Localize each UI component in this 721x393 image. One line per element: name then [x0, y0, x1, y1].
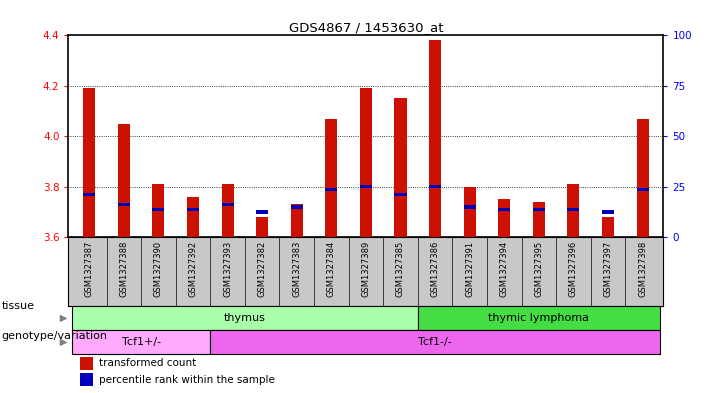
Bar — [187, 197, 199, 237]
Text: GSM1327391: GSM1327391 — [465, 241, 474, 297]
Bar — [567, 184, 580, 237]
Title: GDS4867 / 1453630_at: GDS4867 / 1453630_at — [288, 21, 443, 34]
Bar — [394, 193, 407, 196]
Bar — [360, 185, 372, 188]
Bar — [325, 187, 337, 191]
Text: GSM1327398: GSM1327398 — [638, 241, 647, 297]
Bar — [498, 208, 510, 211]
Bar — [417, 307, 660, 331]
Text: GSM1327395: GSM1327395 — [534, 241, 544, 297]
Text: GSM1327389: GSM1327389 — [361, 241, 371, 297]
Bar — [429, 185, 441, 188]
Bar — [118, 203, 130, 206]
Bar — [256, 210, 268, 213]
Bar — [187, 208, 199, 211]
Bar — [256, 217, 268, 237]
Bar — [464, 205, 476, 209]
Bar — [81, 357, 94, 370]
Bar — [360, 88, 372, 237]
Bar — [291, 205, 303, 209]
Text: GSM1327390: GSM1327390 — [154, 241, 163, 297]
Bar — [152, 184, 164, 237]
Bar — [325, 119, 337, 237]
Text: genotype/variation: genotype/variation — [1, 331, 107, 341]
Bar — [394, 98, 407, 237]
Text: GSM1327386: GSM1327386 — [430, 241, 440, 297]
Bar — [291, 204, 303, 237]
Text: thymus: thymus — [224, 314, 266, 323]
Bar — [429, 40, 441, 237]
Text: tissue: tissue — [1, 301, 35, 311]
Text: GSM1327392: GSM1327392 — [188, 241, 198, 297]
Bar — [72, 331, 211, 354]
Text: GSM1327393: GSM1327393 — [223, 241, 232, 297]
Bar — [83, 88, 95, 237]
Text: GSM1327387: GSM1327387 — [85, 241, 94, 297]
Bar — [72, 307, 417, 331]
Text: GSM1327385: GSM1327385 — [396, 241, 405, 297]
Bar — [637, 187, 649, 191]
Text: percentile rank within the sample: percentile rank within the sample — [99, 375, 275, 385]
Bar — [152, 208, 164, 211]
Text: GSM1327388: GSM1327388 — [120, 241, 128, 297]
Bar — [533, 208, 545, 211]
Bar — [567, 208, 580, 211]
Bar — [221, 203, 234, 206]
Bar — [83, 193, 95, 196]
Bar — [498, 199, 510, 237]
Bar — [602, 217, 614, 237]
Text: GSM1327394: GSM1327394 — [500, 241, 509, 297]
Text: Tcf1+/-: Tcf1+/- — [122, 338, 161, 347]
Bar — [602, 210, 614, 213]
Text: thymic lymphoma: thymic lymphoma — [488, 314, 589, 323]
Text: GSM1327383: GSM1327383 — [292, 241, 301, 297]
Text: transformed count: transformed count — [99, 358, 197, 368]
Bar — [211, 331, 660, 354]
Text: Tcf1-/-: Tcf1-/- — [418, 338, 452, 347]
Bar — [81, 373, 94, 386]
Text: GSM1327397: GSM1327397 — [603, 241, 612, 297]
Bar — [533, 202, 545, 237]
Bar — [637, 119, 649, 237]
Bar — [221, 184, 234, 237]
Text: GSM1327396: GSM1327396 — [569, 241, 578, 297]
Bar — [464, 187, 476, 237]
Text: GSM1327382: GSM1327382 — [257, 241, 267, 297]
Bar — [118, 124, 130, 237]
Text: GSM1327384: GSM1327384 — [327, 241, 336, 297]
